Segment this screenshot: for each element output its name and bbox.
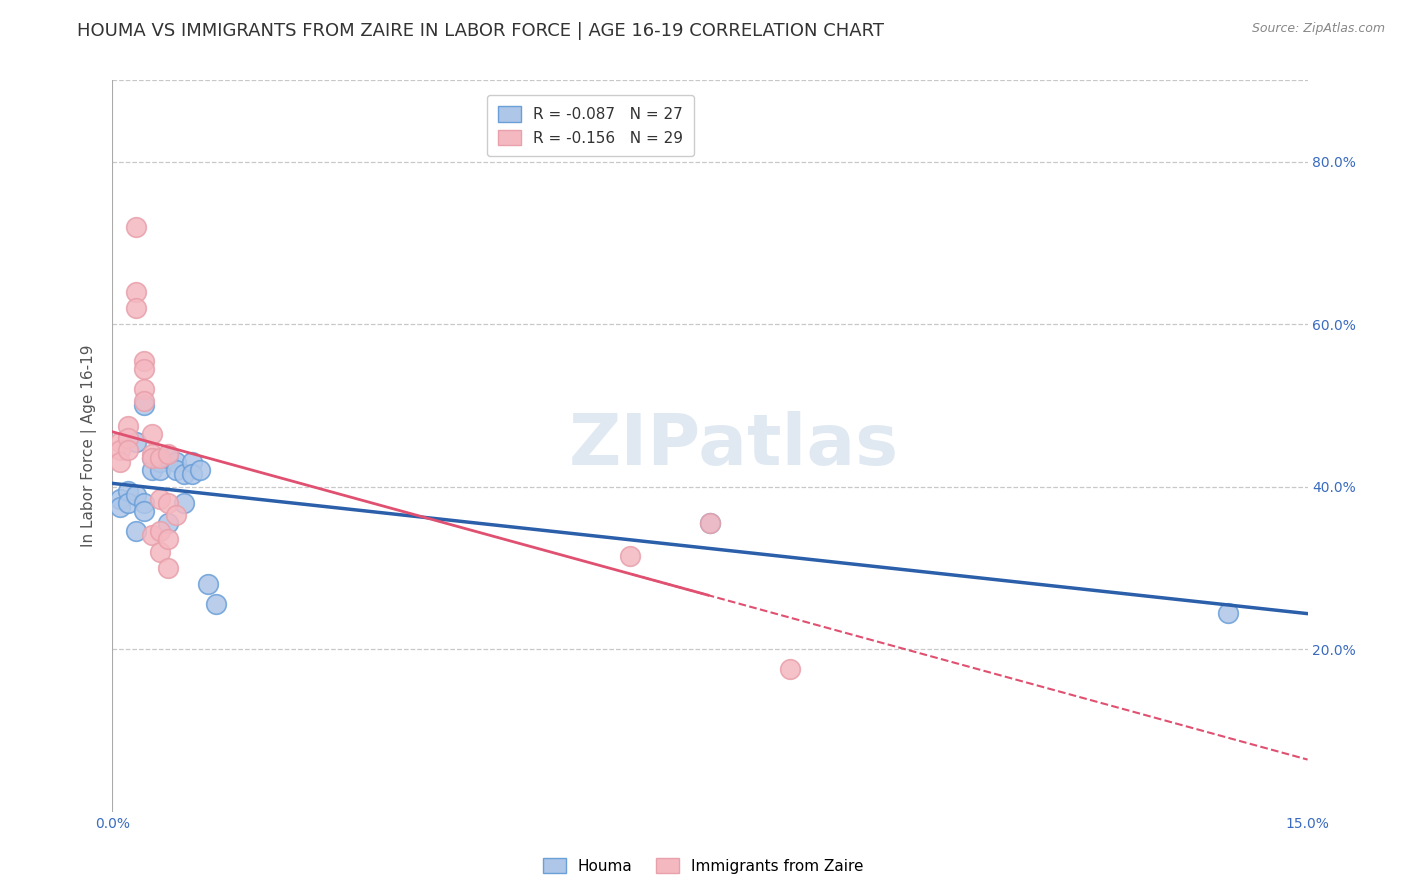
- Point: [149, 451, 172, 466]
- Point: [117, 431, 139, 445]
- Point: [205, 598, 228, 612]
- Point: [149, 544, 172, 558]
- Point: [157, 533, 180, 547]
- Point: [117, 418, 139, 433]
- Point: [181, 467, 204, 482]
- Point: [134, 398, 156, 412]
- Point: [157, 447, 180, 461]
- Point: [1216, 606, 1239, 620]
- Point: [125, 301, 148, 315]
- Point: [149, 524, 172, 539]
- Point: [134, 382, 156, 396]
- Point: [173, 496, 195, 510]
- Y-axis label: In Labor Force | Age 16-19: In Labor Force | Age 16-19: [80, 344, 97, 548]
- Point: [134, 361, 156, 376]
- Point: [173, 467, 195, 482]
- Text: HOUMA VS IMMIGRANTS FROM ZAIRE IN LABOR FORCE | AGE 16-19 CORRELATION CHART: HOUMA VS IMMIGRANTS FROM ZAIRE IN LABOR …: [77, 22, 884, 40]
- Point: [141, 528, 163, 542]
- Point: [181, 455, 204, 469]
- Point: [141, 451, 163, 466]
- Point: [141, 451, 163, 466]
- Point: [110, 455, 132, 469]
- Point: [110, 500, 132, 514]
- Point: [134, 496, 156, 510]
- Point: [117, 496, 139, 510]
- Point: [134, 394, 156, 409]
- Point: [125, 434, 148, 449]
- Point: [141, 463, 163, 477]
- Point: [165, 463, 187, 477]
- Point: [141, 426, 163, 441]
- Point: [110, 434, 132, 449]
- Point: [134, 504, 156, 518]
- Legend: Houma, Immigrants from Zaire: Houma, Immigrants from Zaire: [537, 852, 869, 880]
- Point: [117, 443, 139, 458]
- Point: [125, 285, 148, 299]
- Point: [141, 447, 163, 461]
- Point: [619, 549, 641, 563]
- Point: [117, 483, 139, 498]
- Point: [125, 219, 148, 234]
- Point: [157, 451, 180, 466]
- Point: [134, 353, 156, 368]
- Legend: R = -0.087   N = 27, R = -0.156   N = 29: R = -0.087 N = 27, R = -0.156 N = 29: [488, 95, 693, 156]
- Point: [165, 508, 187, 522]
- Point: [779, 663, 801, 677]
- Point: [197, 577, 219, 591]
- Point: [110, 443, 132, 458]
- Point: [110, 491, 132, 506]
- Point: [125, 524, 148, 539]
- Point: [699, 516, 721, 531]
- Point: [165, 455, 187, 469]
- Point: [188, 463, 211, 477]
- Point: [149, 491, 172, 506]
- Point: [149, 455, 172, 469]
- Point: [157, 516, 180, 531]
- Point: [157, 496, 180, 510]
- Point: [149, 463, 172, 477]
- Point: [125, 488, 148, 502]
- Point: [157, 561, 180, 575]
- Text: ZIPatlas: ZIPatlas: [569, 411, 898, 481]
- Point: [699, 516, 721, 531]
- Text: Source: ZipAtlas.com: Source: ZipAtlas.com: [1251, 22, 1385, 36]
